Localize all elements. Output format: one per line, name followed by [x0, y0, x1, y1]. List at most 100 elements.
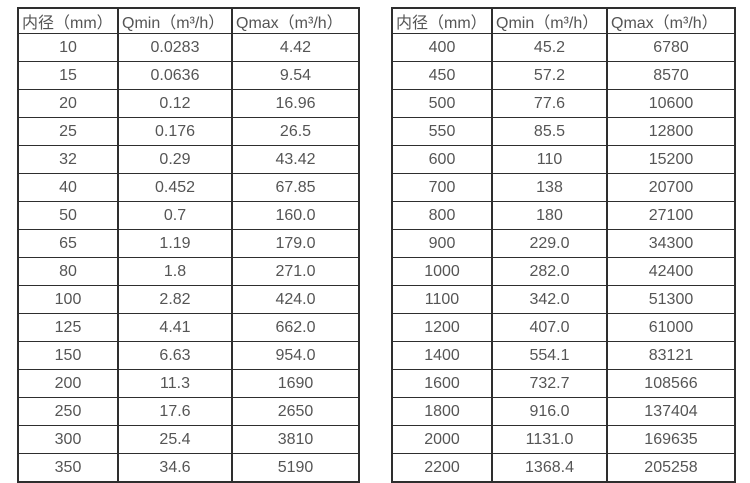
- cell: 20700: [606, 173, 736, 202]
- cell: 40: [17, 173, 119, 202]
- cell: 11.3: [117, 369, 233, 398]
- cell: 45.2: [491, 33, 608, 62]
- cell: 27100: [606, 201, 736, 230]
- cell: 180: [491, 201, 608, 230]
- column-header: 内径（mm）: [17, 7, 119, 34]
- cell: 1690: [231, 369, 360, 398]
- cell: 15: [17, 61, 119, 90]
- table-row: 2200 1368.4 205258: [391, 453, 736, 483]
- cell: 0.0283: [117, 33, 233, 62]
- cell: 2000: [391, 425, 493, 454]
- cell: 600: [391, 145, 493, 174]
- table-row: 500 77.6 10600: [391, 89, 736, 118]
- cell: 20: [17, 89, 119, 118]
- cell: 150: [17, 341, 119, 370]
- table-row: 80 1.8 271.0: [17, 257, 360, 286]
- cell: 1400: [391, 341, 493, 370]
- cell: 9.54: [231, 61, 360, 90]
- cell: 67.85: [231, 173, 360, 202]
- cell: 700: [391, 173, 493, 202]
- cell: 6780: [606, 33, 736, 62]
- column-header: Qmax（m³/h）: [606, 7, 736, 34]
- cell: 0.0636: [117, 61, 233, 90]
- cell: 900: [391, 229, 493, 258]
- cell: 160.0: [231, 201, 360, 230]
- cell: 50: [17, 201, 119, 230]
- cell: 125: [17, 313, 119, 342]
- table-row: 1000 282.0 42400: [391, 257, 736, 286]
- cell: 500: [391, 89, 493, 118]
- table-row: 150 6.63 954.0: [17, 341, 360, 370]
- table-row: 200 11.3 1690: [17, 369, 360, 398]
- table-row: 15 0.0636 9.54: [17, 61, 360, 90]
- cell: 100: [17, 285, 119, 314]
- table-body: 400 45.2 6780 450 57.2 8570 500 77.6 10600 550 85.…: [391, 33, 736, 483]
- table-body: 10 0.0283 4.42 15 0.0636 9.54 20 0.12 16.96 25 0.1…: [17, 33, 360, 483]
- table-row: 350 34.6 5190: [17, 453, 360, 483]
- cell: 4.41: [117, 313, 233, 342]
- cell: 2.82: [117, 285, 233, 314]
- cell: 1.19: [117, 229, 233, 258]
- table-row: 50 0.7 160.0: [17, 201, 360, 230]
- cell: 15200: [606, 145, 736, 174]
- cell: 65: [17, 229, 119, 258]
- cell: 229.0: [491, 229, 608, 258]
- table-row: 125 4.41 662.0: [17, 313, 360, 342]
- cell: 3810: [231, 425, 360, 454]
- cell: 25.4: [117, 425, 233, 454]
- cell: 954.0: [231, 341, 360, 370]
- cell: 138: [491, 173, 608, 202]
- cell: 1131.0: [491, 425, 608, 454]
- cell: 12800: [606, 117, 736, 146]
- table-row: 40 0.452 67.85: [17, 173, 360, 202]
- cell: 342.0: [491, 285, 608, 314]
- cell: 0.29: [117, 145, 233, 174]
- cell: 550: [391, 117, 493, 146]
- table-row: 250 17.6 2650: [17, 397, 360, 426]
- cell: 83121: [606, 341, 736, 370]
- cell: 34.6: [117, 453, 233, 483]
- table-row: 100 2.82 424.0: [17, 285, 360, 314]
- cell: 32: [17, 145, 119, 174]
- cell: 282.0: [491, 257, 608, 286]
- table-row: 1400 554.1 83121: [391, 341, 736, 370]
- table-row: 450 57.2 8570: [391, 61, 736, 90]
- cell: 1200: [391, 313, 493, 342]
- column-header: 内径（mm）: [391, 7, 493, 34]
- cell: 137404: [606, 397, 736, 426]
- cell: 169635: [606, 425, 736, 454]
- table-row: 32 0.29 43.42: [17, 145, 360, 174]
- table-row: 800 180 27100: [391, 201, 736, 230]
- cell: 57.2: [491, 61, 608, 90]
- cell: 6.63: [117, 341, 233, 370]
- cell: 43.42: [231, 145, 360, 174]
- cell: 424.0: [231, 285, 360, 314]
- table-row: 10 0.0283 4.42: [17, 33, 360, 62]
- cell: 350: [17, 453, 119, 483]
- cell: 61000: [606, 313, 736, 342]
- cell: 25: [17, 117, 119, 146]
- table-row: 600 110 15200: [391, 145, 736, 174]
- cell: 1100: [391, 285, 493, 314]
- header-row: 内径（mm） Qmin（m³/h） Qmax（m³/h）: [17, 7, 360, 34]
- cell: 1368.4: [491, 453, 608, 483]
- cell: 4.42: [231, 33, 360, 62]
- cell: 732.7: [491, 369, 608, 398]
- column-header: Qmax（m³/h）: [231, 7, 360, 34]
- cell: 200: [17, 369, 119, 398]
- cell: 2200: [391, 453, 493, 483]
- table-row: 900 229.0 34300: [391, 229, 736, 258]
- cell: 10600: [606, 89, 736, 118]
- cell: 800: [391, 201, 493, 230]
- table-row: 2000 1131.0 169635: [391, 425, 736, 454]
- cell: 5190: [231, 453, 360, 483]
- cell: 110: [491, 145, 608, 174]
- cell: 17.6: [117, 397, 233, 426]
- cell: 80: [17, 257, 119, 286]
- cell: 42400: [606, 257, 736, 286]
- cell: 1000: [391, 257, 493, 286]
- table-row: 550 85.5 12800: [391, 117, 736, 146]
- cell: 77.6: [491, 89, 608, 118]
- cell: 400: [391, 33, 493, 62]
